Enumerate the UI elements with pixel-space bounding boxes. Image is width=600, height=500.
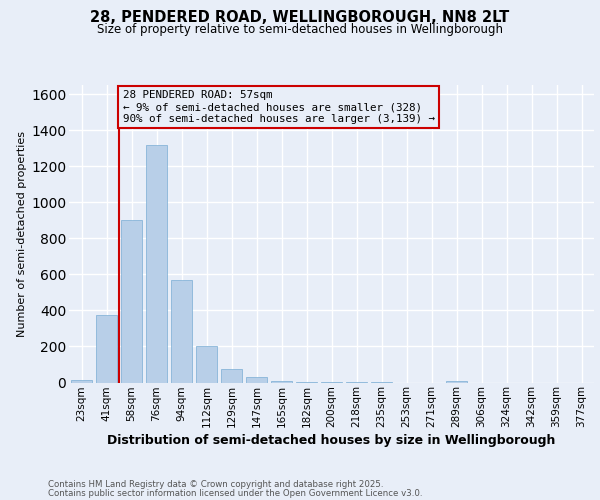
Text: Contains public sector information licensed under the Open Government Licence v3: Contains public sector information licen… (48, 488, 422, 498)
Bar (271, 380, 292, 382)
Bar (96, 315, 117, 382)
Bar (246, 377, 267, 382)
Bar (221, 369, 242, 382)
Bar (71, 380, 92, 382)
Text: 28 PENDERED ROAD: 57sqm
← 9% of semi-detached houses are smaller (328)
90% of se: 28 PENDERED ROAD: 57sqm ← 9% of semi-det… (123, 90, 435, 124)
Text: 28, PENDERED ROAD, WELLINGBOROUGH, NN8 2LT: 28, PENDERED ROAD, WELLINGBOROUGH, NN8 2… (91, 10, 509, 25)
X-axis label: Distribution of semi-detached houses by size in Wellingborough: Distribution of semi-detached houses by … (107, 434, 556, 448)
Bar (446, 381, 467, 382)
Bar (196, 346, 217, 382)
Bar (121, 220, 142, 382)
Bar (171, 280, 192, 382)
Text: Size of property relative to semi-detached houses in Wellingborough: Size of property relative to semi-detach… (97, 24, 503, 36)
Y-axis label: Number of semi-detached properties: Number of semi-detached properties (17, 130, 27, 337)
Text: Contains HM Land Registry data © Crown copyright and database right 2025.: Contains HM Land Registry data © Crown c… (48, 480, 383, 489)
Bar (146, 144, 167, 382)
